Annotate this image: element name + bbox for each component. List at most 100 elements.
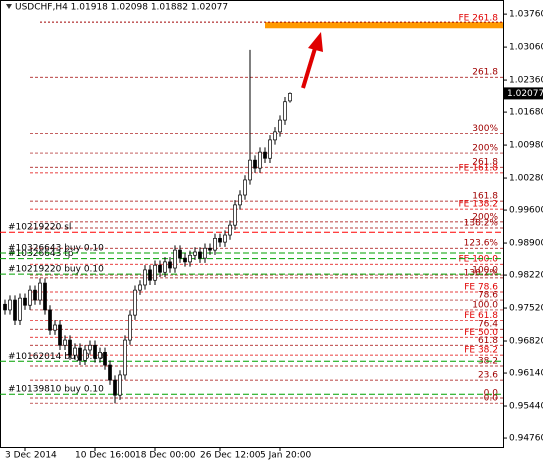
- chart-title: USDCHF,H4 1.01918 1.02098 1.01882 1.0207…: [15, 3, 228, 13]
- title-icon: [6, 4, 12, 9]
- candle-body: [133, 289, 137, 316]
- candle-body: [78, 347, 82, 361]
- candle-body: [8, 299, 12, 311]
- candle-body: [243, 179, 247, 196]
- level-label: FE 38.2: [464, 346, 498, 356]
- candle-body: [113, 379, 117, 396]
- candle-body: [48, 309, 52, 331]
- y-tick-label: 1.01680: [509, 108, 543, 118]
- y-tick-label: 0.99600: [509, 206, 543, 216]
- candle-body: [248, 159, 252, 181]
- order-label: #10326643 tp: [8, 249, 74, 259]
- x-tick-label: 5 Jan 20:00: [260, 451, 312, 461]
- order-label: #10219220 sl: [8, 223, 71, 233]
- candle-body: [3, 303, 7, 311]
- level-label: 138.2%: [464, 268, 499, 278]
- candle-body: [288, 93, 292, 102]
- target-label: FE 261.8: [459, 14, 499, 24]
- candle-body: [263, 151, 267, 159]
- candle-body: [238, 194, 242, 206]
- level-label: 100.0: [472, 300, 498, 310]
- y-tick-label: 0.97520: [509, 304, 543, 314]
- candle-body: [228, 224, 232, 236]
- x-tick-label: 10 Dec 16:00: [75, 451, 136, 461]
- candle-body: [73, 347, 77, 356]
- level-label: 100.0: [472, 266, 498, 276]
- candle-body: [43, 282, 47, 311]
- y-tick-label: 0.94760: [509, 434, 543, 444]
- level-label: FE 61.8: [464, 311, 498, 321]
- candle-body: [168, 261, 172, 269]
- y-tick-label: 1.00980: [509, 141, 543, 151]
- candle-body: [223, 234, 227, 243]
- candle-body: [148, 269, 152, 281]
- candle-body: [213, 237, 217, 251]
- level-label: 76.4: [478, 320, 498, 330]
- level-label: FE 78.6: [464, 283, 498, 293]
- candle-body: [53, 324, 57, 331]
- y-tick-label: 0.96820: [509, 337, 543, 347]
- candle-body: [233, 204, 237, 226]
- candle-body: [88, 344, 92, 351]
- x-tick-label: 3 Dec 2014: [5, 451, 57, 461]
- candle-body: [28, 289, 32, 306]
- level-label: 261.8: [472, 68, 498, 78]
- level-label: 300%: [472, 124, 498, 134]
- level-label: FE 161.8: [459, 163, 499, 173]
- arrow-head: [308, 32, 323, 52]
- candle-body: [178, 249, 182, 259]
- level-label: FE 138.2: [459, 200, 499, 210]
- y-tick-label: 1.00280: [509, 174, 543, 184]
- level-label: 123.6%: [464, 239, 499, 249]
- candle-body: [123, 339, 127, 376]
- order-label: #10139810 buy 0.10: [8, 385, 104, 395]
- candle-body: [173, 249, 177, 269]
- y-tick-label: 1.03760: [509, 10, 543, 20]
- level-label: 0.0: [484, 389, 499, 399]
- y-tick-label: 0.98220: [509, 271, 543, 281]
- candle-body: [218, 237, 222, 243]
- candle-body: [283, 101, 287, 121]
- target-zone: [265, 22, 503, 29]
- candle-body: [128, 314, 132, 341]
- candle-body: [68, 339, 72, 356]
- level-label: 61.8: [478, 336, 498, 346]
- order-label: #10219220 buy 0.10: [8, 265, 104, 275]
- candle-body: [38, 282, 42, 301]
- candle-body: [278, 119, 282, 133]
- candle-body: [253, 159, 257, 169]
- candle-body: [18, 297, 22, 321]
- candle-body: [33, 289, 37, 301]
- candle-body: [258, 151, 262, 169]
- candle-body: [118, 374, 122, 396]
- candle-body: [163, 261, 167, 273]
- candle-body: [13, 299, 17, 321]
- candle-body: [63, 339, 67, 346]
- y-tick-label: 1.02360: [509, 76, 543, 86]
- candle-body: [203, 247, 207, 259]
- plot-frame: [0, 0, 504, 448]
- candle-body: [93, 344, 97, 359]
- level-label: 23.6: [478, 371, 498, 381]
- level-label: FE 100.0: [459, 255, 499, 265]
- arrow-shaft: [301, 44, 318, 89]
- level-label: 161.8: [472, 192, 498, 202]
- candle-body: [98, 351, 102, 359]
- level-label: FE 50.0: [464, 328, 498, 338]
- candle-body: [158, 264, 162, 273]
- y-tick-label: 0.98900: [509, 239, 543, 249]
- candle-body: [103, 351, 107, 366]
- y-tick-label: 0.96140: [509, 369, 543, 379]
- candle-body: [268, 139, 272, 159]
- candle-body: [193, 251, 197, 256]
- y-tick-label: 0.95440: [509, 402, 543, 412]
- x-tick-label: 18 Dec 00:00: [135, 451, 196, 461]
- candle-body: [108, 364, 112, 381]
- candle-body: [188, 254, 192, 263]
- level-label: 138.2%: [464, 218, 499, 228]
- order-label: #10162014 buy 0.10: [8, 352, 104, 362]
- candle-body: [23, 297, 27, 306]
- candle-body: [273, 131, 277, 141]
